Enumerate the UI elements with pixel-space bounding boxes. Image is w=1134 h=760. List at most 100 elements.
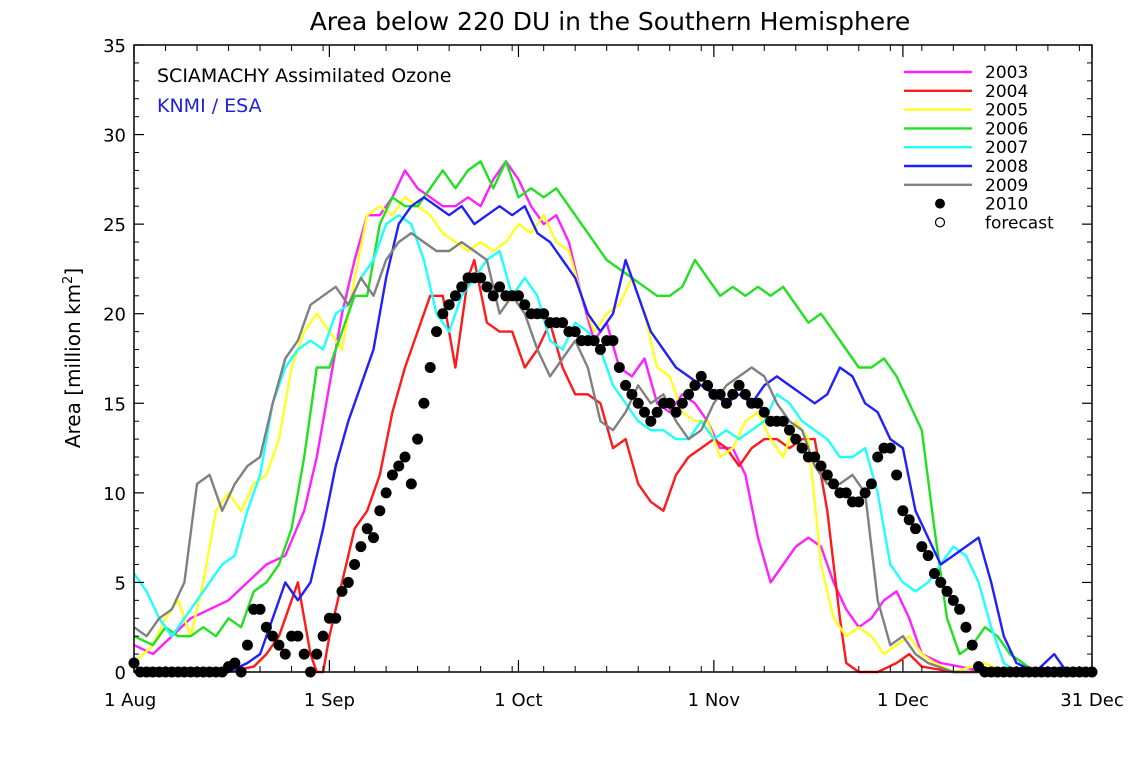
series-2010-point xyxy=(651,406,663,418)
series-2010-point xyxy=(273,639,285,651)
series-2010-point xyxy=(758,406,770,418)
series-2010-point xyxy=(752,397,764,409)
legend-label-2005: 2005 xyxy=(985,101,1028,121)
series-2008-line xyxy=(134,196,1092,674)
series-2010-point xyxy=(815,460,827,472)
series-2010-point xyxy=(412,433,424,445)
series-2010-point xyxy=(355,541,367,553)
series-2010-point xyxy=(695,370,707,382)
y-tick-label: 10 xyxy=(103,484,126,505)
y-tick-label: 25 xyxy=(103,215,126,236)
series-2010-point xyxy=(330,612,342,624)
series-2010-point xyxy=(374,505,386,517)
series-2010-point xyxy=(481,281,493,293)
series-2010-point xyxy=(922,550,934,562)
series-2010-point xyxy=(960,621,972,633)
series-2010-point xyxy=(386,469,398,481)
y-axis-label-main: Area [million km xyxy=(61,284,85,448)
annotation-institution: KNMI / ESA xyxy=(157,95,262,117)
series-2010-point xyxy=(639,406,651,418)
series-2010-point xyxy=(298,648,310,660)
series-2010-point xyxy=(897,505,909,517)
series-2010-point xyxy=(292,630,304,642)
series-2010-point xyxy=(689,379,701,391)
y-axis: 0 5 10 15 20 25 30 35 xyxy=(103,36,1092,684)
series-2010-point xyxy=(739,388,751,400)
series-2010-point xyxy=(569,326,581,338)
series-2010-point xyxy=(487,290,499,302)
series-2010-point xyxy=(449,290,461,302)
series-2010-point xyxy=(670,406,682,418)
legend-label-forecast: forecast xyxy=(985,213,1054,233)
series-2010-point xyxy=(626,388,638,400)
series-2010-point xyxy=(349,559,361,571)
series-2010-point xyxy=(431,326,443,338)
series-2010-point xyxy=(903,514,915,526)
series-2010-point xyxy=(632,397,644,409)
series-2010-point xyxy=(424,361,436,373)
series-2010-point xyxy=(342,576,354,588)
series-2010-point xyxy=(714,388,726,400)
series-2010-point xyxy=(475,272,487,284)
series-2010-point xyxy=(783,424,795,436)
series-2010-point xyxy=(777,415,789,427)
series-2010-point xyxy=(594,344,606,356)
series-2010-point xyxy=(588,335,600,347)
series-2010-point xyxy=(241,639,253,651)
y-tick-label: 15 xyxy=(103,394,126,415)
series-2010-point xyxy=(966,639,978,651)
series-2010-point xyxy=(393,460,405,472)
series-2010-point xyxy=(865,478,877,490)
series-2010-point xyxy=(418,397,430,409)
series-2010-point xyxy=(853,496,865,508)
y-tick-label: 0 xyxy=(115,663,126,684)
plot-frame xyxy=(133,44,1093,673)
series-2010-point xyxy=(821,469,833,481)
series-2010-point xyxy=(910,523,922,535)
y-axis-label-end: ] xyxy=(61,268,85,276)
series-2010-point xyxy=(494,281,506,293)
legend-label-2003: 2003 xyxy=(985,63,1028,83)
series-2010-point xyxy=(229,657,241,669)
series-2010-point xyxy=(676,397,688,409)
series-2010-point xyxy=(727,388,739,400)
series-2010-point xyxy=(254,603,266,615)
series-2010-point xyxy=(645,415,657,427)
annotation-source: SCIAMACHY Assimilated Ozone xyxy=(157,65,452,87)
series-2010-point xyxy=(884,442,896,454)
legend-label-2006: 2006 xyxy=(985,119,1028,139)
series-2010-point xyxy=(279,648,291,660)
legend-label-2007: 2007 xyxy=(985,138,1028,158)
chart-title: Area below 220 DU in the Southern Hemisp… xyxy=(310,7,911,36)
series-2010-point xyxy=(916,541,928,553)
x-tick-label: 1 Aug xyxy=(104,690,156,711)
legend-label-2008: 2008 xyxy=(985,157,1028,177)
series-2010-point xyxy=(443,299,455,311)
series-2010-point xyxy=(928,567,940,579)
x-tick-label: 1 Dec xyxy=(877,690,929,711)
x-tick-label: 1 Oct xyxy=(494,690,542,711)
series-2010-point xyxy=(361,523,373,535)
plot-area xyxy=(128,160,1098,678)
series-2010-point xyxy=(538,308,550,320)
y-tick-label: 5 xyxy=(115,573,126,594)
series-2010-point xyxy=(519,299,531,311)
legend-swatch-2010 xyxy=(935,198,945,209)
series-2006-line xyxy=(133,160,1092,674)
series-2010-point xyxy=(620,379,632,391)
series-2010-point xyxy=(702,379,714,391)
series-2010-point xyxy=(317,630,329,642)
series-2010-point xyxy=(683,388,695,400)
series-2010-point xyxy=(260,621,272,633)
series-2010-point xyxy=(405,478,417,490)
series-2010-point xyxy=(437,308,449,320)
legend-label-2009: 2009 xyxy=(985,176,1028,196)
series-2010-point xyxy=(456,281,468,293)
legend-label-2004: 2004 xyxy=(985,82,1028,102)
series-2010-point xyxy=(557,317,569,329)
series-2010-point xyxy=(733,379,745,391)
series-2004-line xyxy=(134,258,1092,674)
series-2010-point xyxy=(828,478,840,490)
series-2010-point xyxy=(311,648,323,660)
